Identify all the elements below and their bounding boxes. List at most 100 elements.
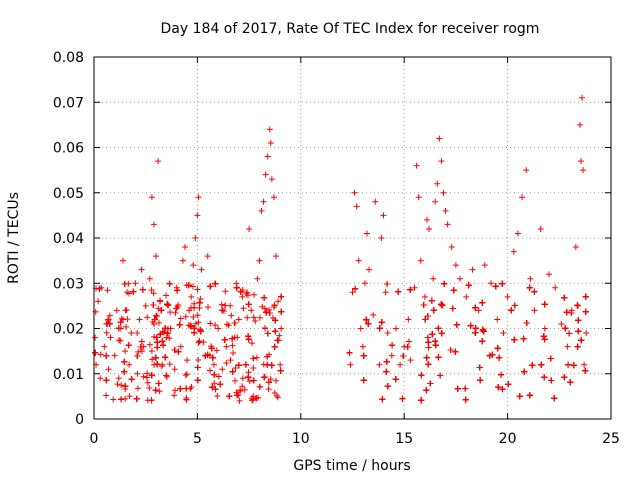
data-point bbox=[97, 375, 104, 382]
data-point bbox=[272, 377, 279, 384]
data-point bbox=[256, 383, 263, 390]
data-point bbox=[499, 280, 506, 287]
data-point bbox=[205, 304, 212, 311]
data-point bbox=[175, 348, 182, 355]
data-point bbox=[529, 362, 536, 369]
data-point bbox=[352, 285, 359, 292]
data-point bbox=[204, 253, 211, 260]
data-point bbox=[92, 349, 99, 356]
data-point bbox=[237, 288, 244, 295]
data-point bbox=[177, 385, 184, 392]
data-point bbox=[382, 289, 389, 296]
data-point bbox=[142, 302, 149, 309]
data-point bbox=[250, 314, 257, 321]
data-point bbox=[233, 284, 240, 291]
data-point bbox=[188, 293, 195, 300]
x-axis-tick-labels: 0 5 10 15 20 25 bbox=[90, 431, 620, 447]
data-point bbox=[417, 257, 424, 264]
data-point bbox=[580, 167, 587, 174]
data-point bbox=[195, 357, 202, 364]
data-point bbox=[452, 262, 459, 269]
data-point bbox=[383, 368, 390, 375]
data-point bbox=[103, 352, 110, 359]
data-point bbox=[380, 212, 387, 219]
data-point bbox=[150, 320, 157, 327]
data-point bbox=[250, 365, 257, 372]
data-point bbox=[246, 378, 253, 385]
data-point bbox=[267, 139, 274, 146]
data-point bbox=[200, 339, 207, 346]
data-point bbox=[271, 343, 278, 350]
data-point bbox=[273, 392, 280, 399]
data-point bbox=[123, 306, 130, 313]
data-point bbox=[119, 257, 126, 264]
data-point bbox=[425, 344, 432, 351]
data-point bbox=[420, 302, 427, 309]
data-point bbox=[250, 377, 257, 384]
data-point bbox=[454, 385, 461, 392]
data-point bbox=[418, 372, 425, 379]
data-point bbox=[278, 325, 285, 332]
data-point bbox=[262, 171, 269, 178]
data-point bbox=[124, 289, 131, 296]
data-point bbox=[150, 221, 157, 228]
data-point bbox=[144, 314, 151, 321]
data-point bbox=[227, 357, 234, 364]
data-point bbox=[125, 342, 132, 349]
data-point bbox=[192, 320, 199, 327]
data-point bbox=[472, 304, 479, 311]
data-point bbox=[508, 307, 515, 314]
data-point bbox=[148, 348, 155, 355]
data-point bbox=[146, 275, 153, 282]
data-point bbox=[264, 153, 271, 160]
data-point bbox=[124, 316, 131, 323]
x-tick-label: 0 bbox=[90, 431, 99, 447]
data-point bbox=[274, 337, 281, 344]
data-point bbox=[166, 361, 173, 368]
data-point bbox=[519, 194, 526, 201]
data-point bbox=[537, 225, 544, 232]
data-point bbox=[266, 351, 273, 358]
data-point bbox=[117, 325, 124, 332]
data-point bbox=[105, 316, 112, 323]
data-point bbox=[366, 266, 373, 273]
data-point bbox=[262, 325, 269, 332]
x-axis-label: GPS time / hours bbox=[293, 458, 410, 474]
data-point bbox=[432, 198, 439, 205]
data-point bbox=[423, 216, 430, 223]
data-point bbox=[136, 316, 143, 323]
data-point bbox=[149, 356, 156, 363]
data-point bbox=[486, 352, 493, 359]
data-point bbox=[463, 293, 470, 300]
x-tick-label: 25 bbox=[602, 431, 620, 447]
data-point bbox=[565, 361, 572, 368]
data-point bbox=[242, 361, 249, 368]
chart-title: Day 184 of 2017, Rate Of TEC Index for r… bbox=[161, 21, 540, 37]
data-point bbox=[467, 322, 474, 329]
data-point bbox=[118, 396, 125, 403]
data-point bbox=[261, 294, 268, 301]
data-point bbox=[572, 244, 579, 251]
data-point bbox=[469, 266, 476, 273]
data-point bbox=[118, 382, 125, 389]
data-point bbox=[576, 121, 583, 128]
data-point bbox=[498, 371, 505, 378]
data-point bbox=[363, 230, 370, 237]
data-point bbox=[164, 301, 171, 308]
data-point bbox=[222, 288, 229, 295]
data-point bbox=[159, 361, 166, 368]
data-point bbox=[231, 334, 238, 341]
data-point bbox=[462, 385, 469, 392]
data-point bbox=[276, 332, 283, 339]
data-point bbox=[421, 293, 428, 300]
data-point bbox=[271, 302, 278, 309]
data-point bbox=[233, 280, 240, 287]
data-point bbox=[413, 162, 420, 169]
data-point bbox=[103, 392, 110, 399]
data-point bbox=[117, 337, 124, 344]
data-point bbox=[266, 126, 273, 133]
data-point bbox=[346, 349, 353, 356]
data-point bbox=[265, 379, 272, 386]
data-point bbox=[214, 392, 221, 399]
data-point bbox=[267, 376, 274, 383]
